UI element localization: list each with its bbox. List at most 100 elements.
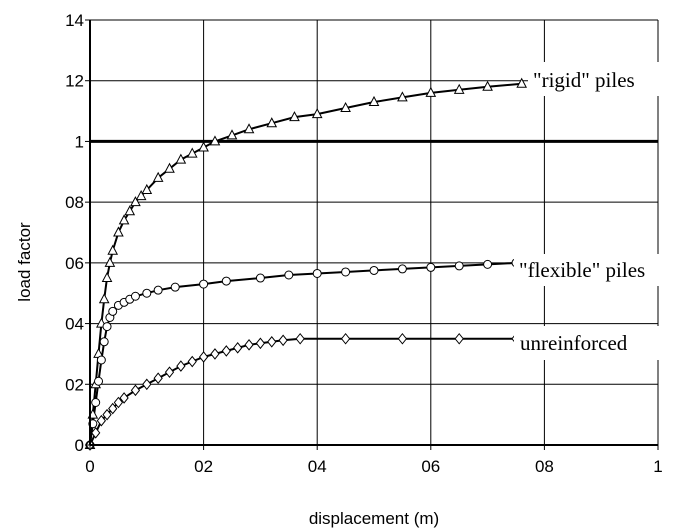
x-axis-label: displacement (m)	[309, 509, 439, 528]
series-label-backgrounds	[514, 62, 662, 360]
unreinforced-label-bg	[514, 326, 660, 360]
rigid-label-bg	[528, 62, 662, 96]
point-circle-21	[341, 267, 351, 277]
point-circle-2	[91, 398, 101, 407]
y-tick-label-4: 08	[65, 193, 84, 212]
point-diamond-9	[153, 372, 163, 385]
point-circle-13	[142, 288, 152, 298]
point-triangle-25	[311, 108, 323, 119]
point-circle-8	[108, 306, 118, 316]
x-tick-label-0: 0	[85, 457, 94, 476]
point-diamond-7	[130, 384, 141, 397]
point-diamond-2	[96, 414, 107, 427]
y-tick-labels: 0 02 04 06 08 1 12 14	[65, 11, 84, 455]
point-circle-14	[153, 285, 163, 295]
series-label-rigid: "rigid" piles	[533, 68, 635, 92]
point-triangle-11	[124, 205, 136, 216]
point-triangle-6	[101, 271, 113, 283]
point-circle-20	[312, 268, 322, 278]
y-tick-label-6: 12	[65, 72, 84, 91]
series-markers	[84, 77, 528, 451]
point-triangle-14	[141, 183, 153, 194]
point-triangle-9	[113, 226, 124, 237]
point-diamond-15	[221, 345, 231, 357]
point-circle-4	[96, 355, 106, 365]
point-triangle-27	[368, 95, 380, 106]
point-diamond-14	[210, 348, 220, 360]
y-tick-label-5: 1	[75, 132, 84, 151]
point-triangle-23	[266, 117, 278, 128]
point-diamond-24	[454, 332, 464, 345]
series-line-diamond	[89, 337, 516, 446]
point-triangle-5	[98, 293, 110, 304]
point-triangle-7	[104, 256, 116, 267]
y-tick-label-0: 0	[75, 436, 84, 455]
point-diamond-8	[142, 378, 152, 391]
point-triangle-16	[164, 162, 175, 173]
point-triangle-18	[186, 147, 198, 158]
y-tick-label-1: 02	[65, 375, 84, 394]
x-tick-label-5: 1	[653, 457, 662, 476]
point-triangle-17	[175, 153, 187, 164]
point-diamond-1	[91, 427, 101, 439]
series-label-unreinforced: unreinforced	[520, 331, 628, 355]
point-circle-16	[199, 279, 209, 289]
point-diamond-10	[164, 366, 175, 378]
x-tick-label-2: 04	[308, 457, 327, 476]
point-diamond-23	[397, 332, 408, 345]
point-triangle-24	[289, 111, 300, 122]
series-line-circle	[89, 261, 517, 446]
point-circle-26	[483, 259, 493, 269]
point-diamond-11	[176, 360, 186, 372]
point-circle-24	[426, 262, 436, 272]
point-diamond-17	[244, 339, 254, 351]
y-tick-label-2: 04	[65, 315, 84, 334]
point-triangle-12	[130, 196, 141, 207]
point-diamond-6	[119, 392, 129, 404]
point-triangle-29	[425, 86, 437, 97]
point-triangle-21	[226, 129, 238, 140]
point-circle-3	[94, 376, 104, 386]
flexible-label-bg	[514, 254, 660, 286]
x-tick-label-4: 08	[535, 457, 554, 476]
x-tick-labels: 0 02 04 06 08 1	[85, 457, 662, 476]
point-diamond-21	[295, 332, 305, 345]
point-triangle-19	[198, 141, 209, 152]
y-tick-label-7: 14	[65, 11, 84, 30]
point-triangle-26	[340, 101, 351, 113]
point-circle-19	[284, 270, 294, 280]
point-diamond-16	[233, 342, 243, 354]
point-diamond-13	[198, 351, 209, 363]
point-triangle-31	[482, 80, 493, 91]
point-circle-17	[221, 276, 231, 286]
point-triangle-13	[135, 190, 147, 201]
point-triangle-28	[397, 91, 408, 102]
point-circle-6	[102, 322, 112, 332]
point-triangle-15	[152, 171, 164, 182]
point-diamond-18	[255, 337, 266, 350]
point-triangle-32	[516, 77, 528, 88]
point-diamond-19	[267, 335, 277, 348]
point-triangle-22	[243, 123, 255, 134]
x-tick-label-1: 02	[194, 457, 213, 476]
point-circle-22	[369, 265, 379, 275]
series-label-flexible: "flexible" piles	[519, 258, 645, 282]
x-tick-label-3: 06	[421, 457, 440, 476]
axes	[85, 19, 659, 450]
point-diamond-20	[278, 334, 288, 347]
point-circle-25	[454, 261, 464, 271]
point-circle-18	[255, 273, 265, 283]
point-diamond-4	[108, 402, 118, 415]
point-diamond-12	[187, 355, 197, 368]
point-triangle-20	[209, 135, 221, 146]
point-diamond-3	[102, 408, 112, 421]
point-triangle-8	[107, 244, 119, 255]
point-diamond-22	[340, 332, 351, 345]
point-circle-23	[397, 264, 407, 274]
point-circle-12	[130, 291, 140, 301]
y-tick-label-3: 06	[65, 254, 84, 273]
point-triangle-10	[118, 214, 130, 225]
point-triangle-30	[453, 83, 465, 94]
y-axis-label: load factor	[15, 222, 34, 302]
